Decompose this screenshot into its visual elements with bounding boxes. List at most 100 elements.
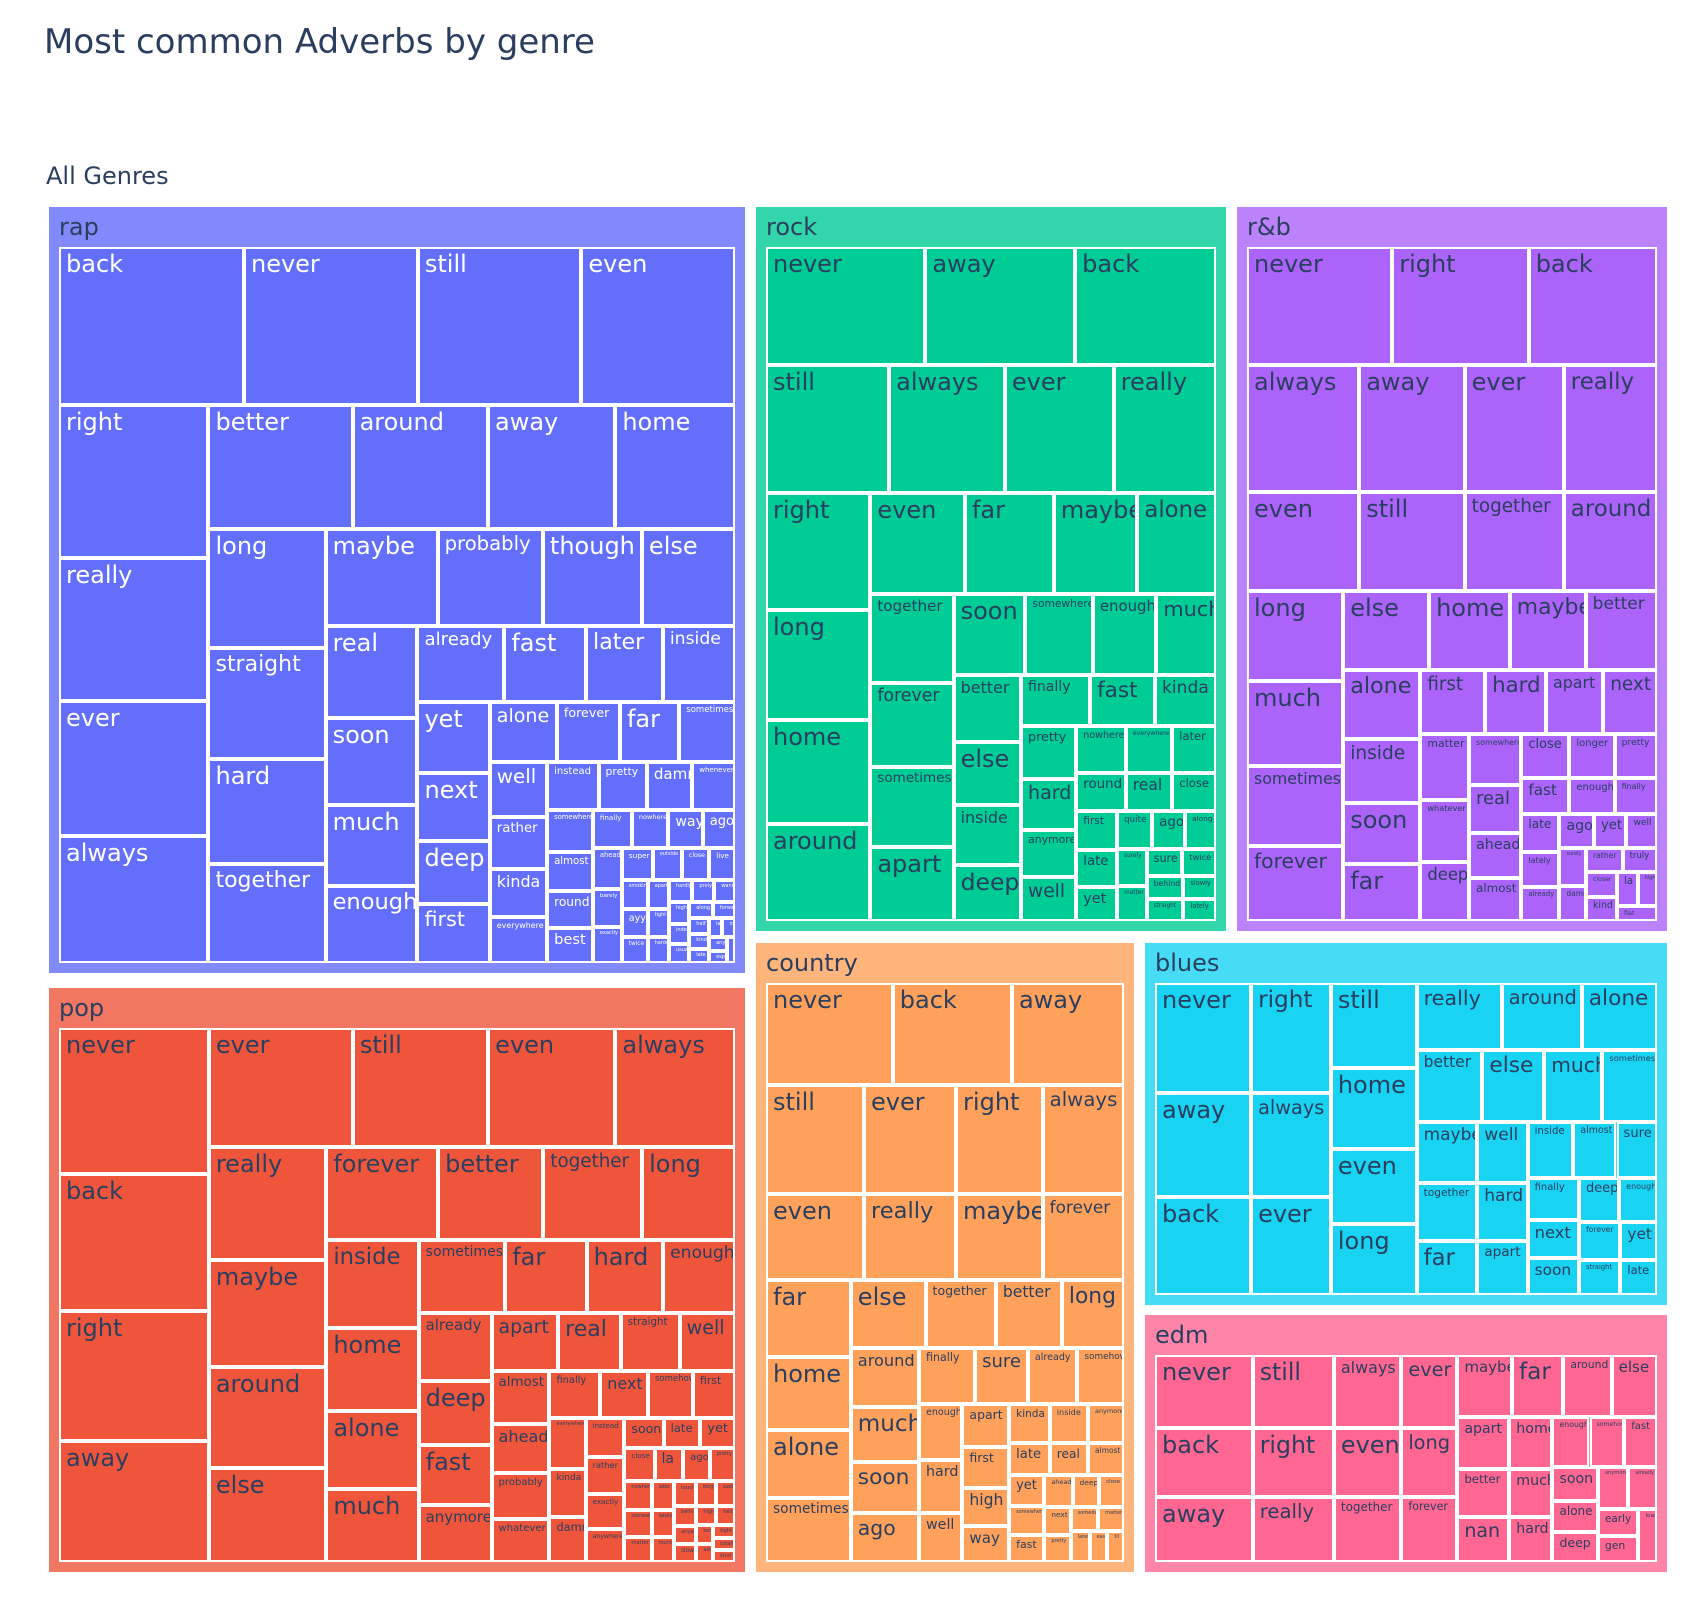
word-tile[interactable]: high: [669, 902, 690, 924]
word-tile[interactable]: suddenly: [715, 1481, 735, 1506]
word-tile[interactable]: fast: [1090, 674, 1155, 727]
word-tile[interactable]: better: [953, 674, 1022, 743]
word-tile[interactable]: proly: [692, 879, 715, 903]
word-tile[interactable]: ever: [59, 701, 209, 837]
word-tile[interactable]: later: [586, 625, 663, 702]
word-tile[interactable]: way: [668, 809, 703, 849]
word-tile[interactable]: back: [59, 247, 244, 406]
word-tile[interactable]: flat: [1617, 905, 1657, 921]
word-tile[interactable]: next: [1044, 1506, 1071, 1536]
genre-country[interactable]: country never back away still ever right always…: [753, 940, 1137, 1575]
word-tile[interactable]: ahead: [491, 1423, 550, 1473]
word-tile[interactable]: ago: [1559, 813, 1594, 849]
word-tile[interactable]: round: [1076, 772, 1126, 812]
word-tile[interactable]: ahead: [1469, 833, 1522, 879]
word-tile[interactable]: long: [1247, 591, 1344, 682]
word-tile[interactable]: deep: [417, 840, 490, 904]
word-tile[interactable]: back: [892, 983, 1012, 1085]
word-tile[interactable]: ever: [1401, 1355, 1458, 1429]
word-tile[interactable]: deep: [418, 1381, 492, 1446]
word-tile[interactable]: yet: [1076, 886, 1118, 921]
word-tile[interactable]: better: [438, 1146, 544, 1240]
word-tile[interactable]: enough: [1092, 593, 1157, 675]
word-tile[interactable]: next: [417, 773, 490, 841]
word-tile[interactable]: much: [1156, 593, 1216, 675]
word-tile[interactable]: forward: [712, 902, 735, 918]
word-tile[interactable]: probably: [437, 528, 543, 626]
word-tile[interactable]: ever: [863, 1084, 957, 1195]
word-tile[interactable]: well: [1626, 813, 1657, 849]
word-tile[interactable]: maybe: [1509, 591, 1586, 671]
word-tile[interactable]: fast: [418, 1445, 492, 1506]
word-tile[interactable]: barely: [592, 889, 622, 928]
word-tile[interactable]: hard: [1485, 670, 1546, 734]
word-tile[interactable]: alone: [1137, 492, 1216, 594]
word-tile[interactable]: early: [1597, 1508, 1639, 1537]
word-tile[interactable]: fast: [504, 625, 587, 702]
word-tile[interactable]: still: [766, 365, 890, 493]
word-tile[interactable]: somehow: [1589, 1417, 1625, 1467]
word-tile[interactable]: finally: [592, 809, 632, 849]
word-tile[interactable]: exactly: [585, 1494, 625, 1530]
word-tile[interactable]: away: [1011, 983, 1124, 1085]
word-tile[interactable]: longer: [695, 1481, 716, 1506]
word-tile[interactable]: well: [679, 1313, 735, 1372]
word-tile[interactable]: twice: [716, 1505, 735, 1525]
word-tile[interactable]: apart: [647, 879, 669, 910]
word-tile[interactable]: especially: [709, 950, 727, 963]
word-tile[interactable]: back: [59, 1174, 209, 1312]
word-tile[interactable]: exactly: [592, 927, 622, 963]
word-tile[interactable]: much: [326, 1488, 419, 1562]
word-tile[interactable]: maybe: [1416, 1122, 1478, 1184]
word-tile[interactable]: even: [766, 1194, 864, 1281]
word-tile[interactable]: late: [1009, 1442, 1050, 1475]
word-tile[interactable]: damn: [1559, 885, 1586, 921]
word-tile[interactable]: back: [1528, 247, 1657, 366]
word-tile[interactable]: lately: [1521, 851, 1560, 888]
word-tile[interactable]: real: [1125, 772, 1173, 812]
word-tile[interactable]: tonight: [696, 1524, 714, 1544]
word-tile[interactable]: long: [642, 1146, 735, 1240]
word-tile[interactable]: pretty: [709, 1448, 735, 1482]
word-tile[interactable]: hard: [1021, 779, 1077, 830]
word-tile[interactable]: apart: [1545, 670, 1604, 734]
word-tile[interactable]: yet: [700, 1417, 735, 1449]
word-tile[interactable]: tight: [647, 909, 669, 937]
word-tile[interactable]: enough: [663, 1239, 735, 1314]
word-tile[interactable]: anymore: [1021, 829, 1077, 877]
word-tile[interactable]: nan: [1457, 1516, 1510, 1562]
word-tile[interactable]: surely: [1559, 848, 1586, 886]
word-tile[interactable]: already: [1628, 1467, 1657, 1509]
word-tile[interactable]: sometimes: [1602, 1050, 1657, 1123]
word-tile[interactable]: matter: [1420, 733, 1470, 801]
word-tile[interactable]: forever: [326, 1146, 439, 1240]
word-tile[interactable]: close: [1172, 772, 1216, 812]
word-tile[interactable]: anymore: [1088, 1403, 1124, 1443]
word-tile[interactable]: always: [1042, 1084, 1124, 1195]
word-tile[interactable]: smokin: [621, 879, 648, 910]
word-tile[interactable]: even: [488, 1028, 616, 1147]
word-tile[interactable]: far: [619, 701, 680, 762]
word-tile[interactable]: yet: [1620, 1222, 1657, 1260]
word-tile[interactable]: much: [1247, 681, 1344, 767]
word-tile[interactable]: somewhere: [547, 809, 593, 852]
word-tile[interactable]: wanna: [714, 879, 735, 903]
word-tile[interactable]: rather: [1585, 848, 1623, 873]
word-tile[interactable]: really: [1113, 365, 1216, 493]
word-tile[interactable]: never: [59, 1028, 209, 1175]
word-tile[interactable]: somewhere: [1025, 593, 1093, 675]
word-tile[interactable]: away: [1155, 1093, 1252, 1198]
word-tile[interactable]: late: [1076, 850, 1118, 887]
word-tile[interactable]: twice: [621, 936, 648, 963]
word-tile[interactable]: ago: [683, 1448, 710, 1482]
word-tile[interactable]: right: [1252, 1428, 1334, 1498]
word-tile[interactable]: finally: [1021, 674, 1091, 727]
word-tile[interactable]: back: [1155, 1197, 1252, 1295]
word-tile[interactable]: lately: [651, 1509, 675, 1537]
word-tile[interactable]: else: [208, 1467, 327, 1562]
word-tile[interactable]: first: [417, 903, 490, 963]
word-tile[interactable]: harder: [647, 936, 669, 963]
word-tile[interactable]: enough: [1552, 1417, 1590, 1467]
word-tile[interactable]: outside: [652, 848, 682, 880]
word-tile[interactable]: pretty: [1044, 1535, 1071, 1562]
